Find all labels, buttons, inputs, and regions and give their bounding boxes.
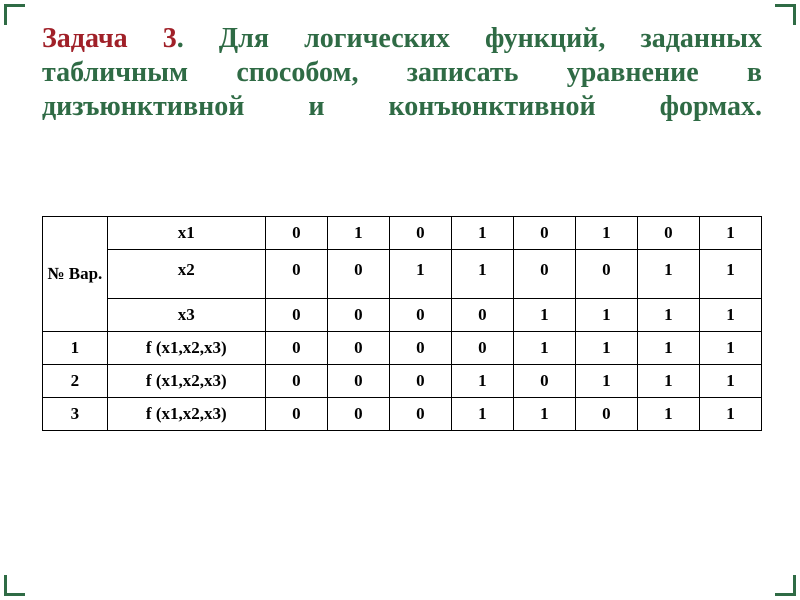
page: Задача 3. Для логических функций, заданн… [0,0,800,600]
value-cell: 1 [575,365,637,398]
truth-table: № Вар.x101010101x200110011x3000011111f (… [42,216,762,431]
value-cell: 1 [389,250,451,299]
value-cell: 0 [327,332,389,365]
value-cell: 1 [637,250,699,299]
value-cell: 1 [513,398,575,431]
value-cell: 1 [575,332,637,365]
value-cell: 1 [575,217,637,250]
value-cell: 0 [327,299,389,332]
truth-table-wrap: № Вар.x101010101x200110011x3000011111f (… [42,216,762,431]
value-cell: 1 [451,398,513,431]
value-cell: 0 [451,332,513,365]
value-cell: 0 [389,398,451,431]
task-number: Задача 3 [42,23,177,54]
value-cell: 1 [637,299,699,332]
value-cell: 0 [327,398,389,431]
value-cell: 1 [451,365,513,398]
input-label: x1 [107,217,265,250]
value-cell: 1 [699,217,761,250]
value-cell: 1 [327,217,389,250]
value-cell: 1 [513,299,575,332]
input-label: x2 [107,250,265,299]
corner-decoration [775,575,796,596]
value-cell: 0 [389,299,451,332]
value-cell: 1 [451,250,513,299]
value-cell: 0 [513,365,575,398]
value-cell: 1 [637,398,699,431]
value-cell: 1 [575,299,637,332]
value-cell: 0 [575,250,637,299]
value-cell: 0 [265,299,327,332]
variant-number: 1 [43,332,108,365]
value-cell: 0 [513,250,575,299]
variant-number: 3 [43,398,108,431]
value-cell: 0 [637,217,699,250]
corner-decoration [4,4,25,25]
variant-number: 2 [43,365,108,398]
value-cell: 0 [265,217,327,250]
corner-decoration [775,4,796,25]
value-cell: 1 [699,250,761,299]
value-cell: 1 [699,365,761,398]
value-cell: 0 [513,217,575,250]
value-cell: 1 [699,299,761,332]
value-cell: 1 [451,217,513,250]
value-cell: 1 [699,332,761,365]
value-cell: 1 [637,365,699,398]
value-cell: 0 [327,250,389,299]
value-cell: 0 [265,250,327,299]
value-cell: 0 [451,299,513,332]
function-label: f (x1,x2,x3) [107,332,265,365]
function-label: f (x1,x2,x3) [107,398,265,431]
value-cell: 0 [389,217,451,250]
value-cell: 1 [513,332,575,365]
corner-decoration [4,575,25,596]
value-cell: 0 [327,365,389,398]
value-cell: 1 [637,332,699,365]
value-cell: 0 [265,332,327,365]
value-cell: 0 [265,365,327,398]
input-label: x3 [107,299,265,332]
function-label: f (x1,x2,x3) [107,365,265,398]
task-heading: Задача 3. Для логических функций, заданн… [42,22,762,124]
value-cell: 0 [265,398,327,431]
header-variant: № Вар. [43,217,108,332]
value-cell: 0 [389,365,451,398]
value-cell: 0 [389,332,451,365]
value-cell: 1 [699,398,761,431]
value-cell: 0 [575,398,637,431]
